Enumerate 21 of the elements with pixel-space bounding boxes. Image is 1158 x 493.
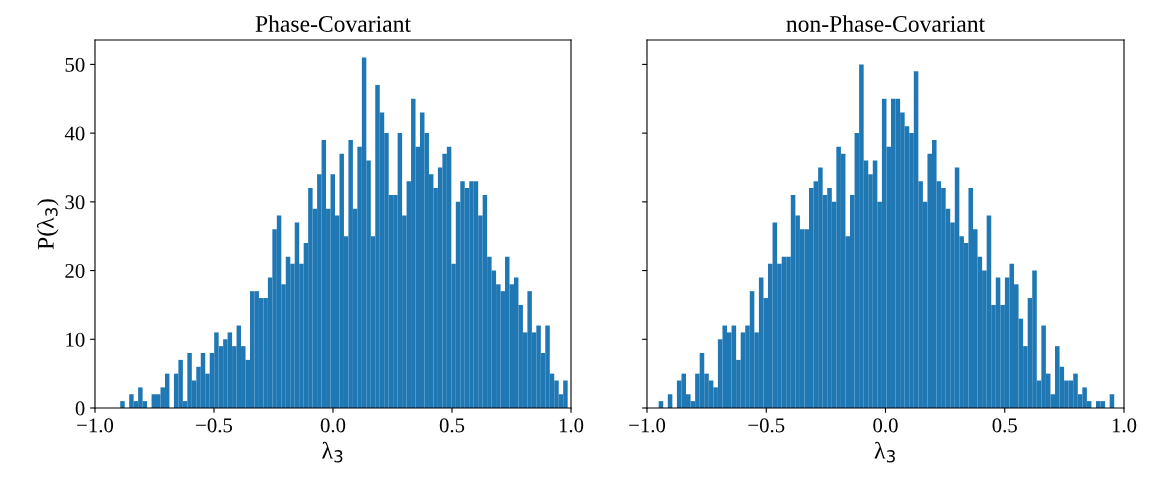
y-tick-label: 0 [75, 401, 85, 416]
x-tick-label: 0.5 [439, 418, 465, 433]
y-tick-label: 50 [65, 57, 85, 72]
x-tick-label: 1.0 [1112, 418, 1137, 433]
x-tick-label: 0.0 [320, 418, 346, 433]
x-tick-label: −0.5 [196, 418, 233, 433]
y-tick-label: 20 [65, 263, 85, 278]
x-axis-title: λ$_{3}$ [322, 441, 343, 463]
x-tick-label: −1.0 [77, 418, 114, 433]
x-tick-label: −1.0 [629, 418, 666, 433]
y-tick-label: 30 [65, 195, 85, 210]
chart-title: non-Phase-Covariant [786, 15, 986, 32]
x-tick-label: 0.5 [992, 418, 1017, 433]
chart-title: Phase-Covariant [255, 15, 411, 32]
y-tick-label: 10 [66, 332, 85, 347]
x-tick-label: 1.0 [559, 418, 584, 433]
y-axis-title: P(λ$_{3}$) [36, 199, 59, 250]
y-tick-label: 40 [64, 126, 85, 141]
x-tick-label: −0.5 [748, 418, 785, 433]
x-axis-title: λ$_{3}$ [874, 441, 895, 463]
x-tick-label: 0.0 [873, 418, 898, 433]
